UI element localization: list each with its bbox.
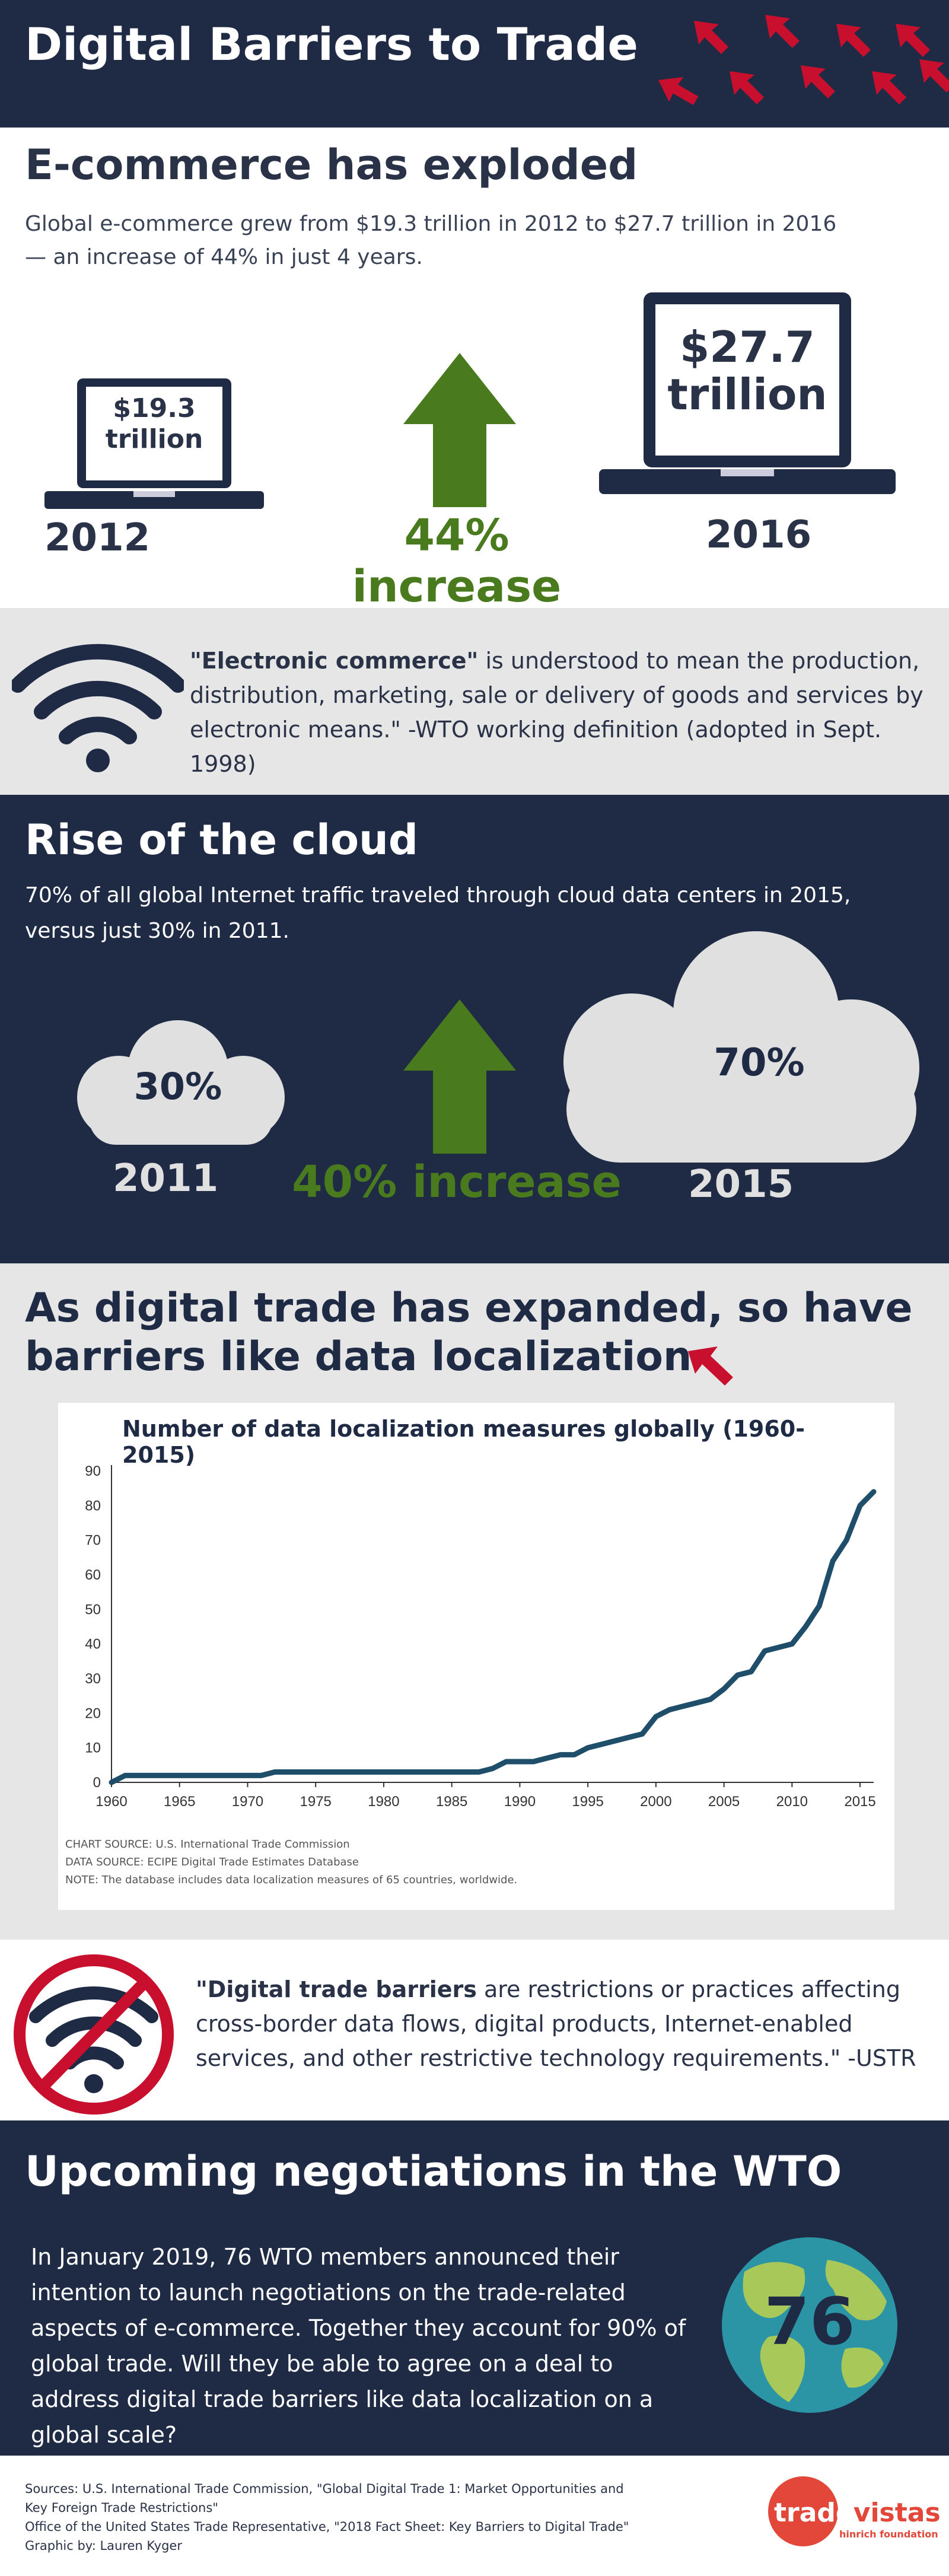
- x-tick-label: 1975: [300, 1794, 332, 1810]
- y-tick-label: 30: [85, 1671, 101, 1687]
- x-tick-label: 1995: [572, 1794, 603, 1810]
- definition-barriers-text: "Digital trade barriers are restrictions…: [196, 1972, 931, 2075]
- localization-heading-line2: barriers like data localization: [25, 1333, 692, 1380]
- small-laptop-icon: [44, 378, 264, 509]
- ecommerce-increase: 44% increase: [352, 510, 562, 608]
- cloud-left-year: 2011: [113, 1157, 219, 1201]
- header-banner: Digital Barriers to Trade: [0, 0, 949, 128]
- y-tick-label: 80: [85, 1498, 101, 1514]
- green-up-arrow-icon: [403, 353, 516, 507]
- red-arrows-icon: [658, 15, 949, 113]
- x-tick-label: 2010: [776, 1794, 808, 1810]
- series-line: [109, 1489, 877, 1785]
- localization-section: As digital trade has expanded, so have b…: [0, 1263, 949, 1940]
- chart-card: Number of data localization measures glo…: [58, 1403, 894, 1910]
- globe-number: 76: [764, 2284, 855, 2360]
- globe-icon: [722, 2237, 897, 2413]
- large-laptop-icon: [599, 292, 896, 494]
- chart-source-line: NOTE: The database includes data localiz…: [65, 1874, 518, 1886]
- wto-heading: Upcoming negotiations in the WTO: [25, 2147, 842, 2196]
- x-tick-label: 1965: [164, 1794, 195, 1810]
- large-cloud-icon: [563, 931, 919, 1163]
- footer-sources: Sources: U.S. International Trade Commis…: [25, 2479, 749, 2555]
- x-tick-label: 1960: [95, 1794, 127, 1810]
- cloud-right-year: 2015: [688, 1163, 794, 1206]
- footer-source-line: Office of the United States Trade Repres…: [25, 2520, 629, 2534]
- definition-barriers-band: "Digital trade barriers are restrictions…: [0, 1940, 949, 2120]
- x-tick-label: 1990: [504, 1794, 536, 1810]
- x-tick-label: 2000: [640, 1794, 671, 1810]
- footer-source-line: Sources: U.S. International Trade Commis…: [25, 2482, 624, 2496]
- y-tick-label: 20: [85, 1705, 101, 1721]
- footer-source-line: Key Foreign Trade Restrictions": [25, 2501, 218, 2515]
- wto-section: Upcoming negotiations in the WTO In Janu…: [0, 2120, 949, 2456]
- x-tick-label: 2015: [844, 1794, 875, 1810]
- chart-title: Number of data localization measures glo…: [122, 1416, 805, 1468]
- left-amount-line2: trillion: [105, 424, 203, 454]
- x-tick-label: 1970: [232, 1794, 263, 1810]
- logo-trade: trade: [774, 2498, 854, 2528]
- y-tick-label: 0: [93, 1775, 101, 1791]
- y-tick-label: 70: [85, 1533, 101, 1549]
- no-wifi-icon: [14, 1954, 174, 2115]
- logo-wordmark: tradevistas: [774, 2498, 941, 2528]
- x-tick-label: 1985: [436, 1794, 467, 1810]
- localization-heading-line1: As digital trade has expanded, so have: [25, 1285, 913, 1332]
- y-tick-label: 50: [85, 1601, 101, 1617]
- right-year: 2016: [706, 513, 812, 557]
- ecommerce-heading: E-commerce has exploded: [25, 141, 638, 189]
- definition-ecommerce-band: "Electronic commerce" is understood to m…: [0, 608, 949, 795]
- chart-plot: 0 10 20 30 40 50 60 70 80 90 1960 1965 1970 1975 1980 1…: [85, 1463, 877, 1810]
- wto-body: In January 2019, 76 WTO members announce…: [31, 2244, 686, 2448]
- cloud-left-value: 30%: [133, 1065, 222, 1108]
- definition-ecommerce-text: "Electronic commerce" is understood to m…: [190, 644, 931, 781]
- footer: Sources: U.S. International Trade Commis…: [0, 2456, 949, 2576]
- x-tick-label: 2005: [708, 1794, 740, 1810]
- cloud-heading: Rise of the cloud: [25, 816, 418, 864]
- y-tick-label: 10: [85, 1740, 101, 1756]
- left-amount-line1: $19.3: [113, 393, 196, 424]
- cloud-section: Rise of the cloud 70% of all global Inte…: [0, 795, 949, 1263]
- page-title: Digital Barriers to Trade: [25, 18, 638, 71]
- logo-circle: [768, 2476, 838, 2546]
- ecommerce-body: Global e-commerce grew from $19.3 trilli…: [25, 212, 837, 269]
- cloud-increase: 40% increase: [292, 1157, 622, 1208]
- ecommerce-section: E-commerce has exploded Global e-commerc…: [0, 128, 949, 608]
- left-year: 2012: [44, 516, 151, 560]
- cloud-right-value: 70%: [714, 1041, 805, 1085]
- right-amount-line1: $27.7: [680, 322, 815, 372]
- small-cloud-icon: [77, 1020, 285, 1145]
- x-tick-label: 1980: [368, 1794, 399, 1810]
- chart-source-line: CHART SOURCE: U.S. International Trade C…: [65, 1838, 350, 1851]
- right-amount-line2: trillion: [667, 370, 827, 419]
- chart-source-line: DATA SOURCE: ECIPE Digital Trade Estimat…: [65, 1856, 359, 1868]
- definition-ecommerce-body: is understood to mean the production, di…: [190, 648, 923, 777]
- definition-barriers-term: "Digital trade barriers: [196, 1976, 477, 2002]
- footer-credit-line: Graphic by: Lauren Kyger: [25, 2539, 182, 2553]
- green-up-arrow-icon-2: [403, 999, 516, 1154]
- wifi-icon: [12, 644, 184, 772]
- definition-barriers-body: are restrictions or practices affecting …: [196, 1976, 916, 2071]
- tradevistas-logo: tradevistas hinrich foundation: [768, 2476, 946, 2553]
- y-tick-label: 90: [85, 1463, 101, 1479]
- chart-source-notes: CHART SOURCE: U.S. International Trade C…: [65, 1836, 517, 1889]
- logo-sub: hinrich foundation: [839, 2529, 938, 2540]
- red-arrow-icon: [688, 1346, 733, 1386]
- cloud-body: 70% of all global Internet traffic trave…: [25, 883, 851, 943]
- y-tick-label: 60: [85, 1567, 101, 1583]
- logo-vistas: vistas: [853, 2498, 941, 2528]
- definition-ecommerce-term: "Electronic commerce": [190, 648, 479, 674]
- y-tick-label: 40: [85, 1636, 101, 1652]
